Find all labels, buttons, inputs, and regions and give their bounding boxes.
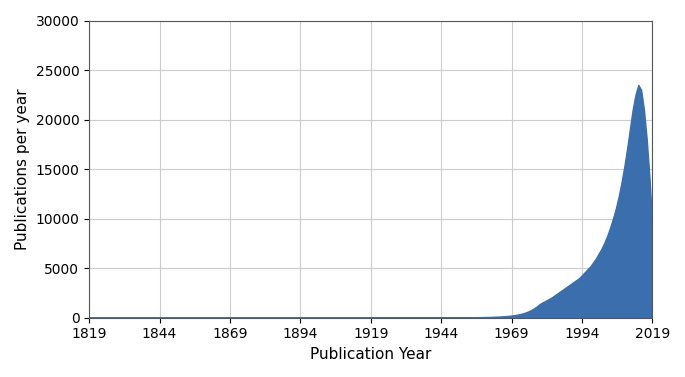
Y-axis label: Publications per year: Publications per year (15, 88, 30, 250)
X-axis label: Publication Year: Publication Year (310, 347, 432, 362)
